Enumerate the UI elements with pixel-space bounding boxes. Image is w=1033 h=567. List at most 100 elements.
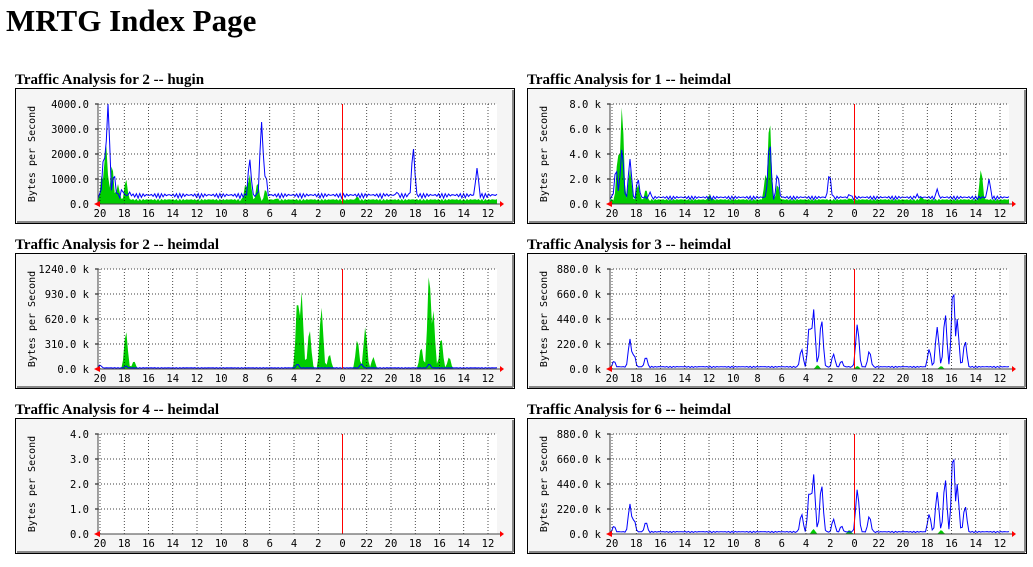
x-tick-label: 20 <box>94 373 107 385</box>
y-axis-label: Bytes per Second <box>27 436 38 532</box>
x-tick-label: 0 <box>339 373 345 385</box>
x-tick-label: 16 <box>945 373 958 385</box>
y-tick-label: 1.0 <box>70 504 89 516</box>
x-tick-label: 14 <box>166 373 179 385</box>
x-tick-label: 12 <box>482 373 495 385</box>
x-tick-label: 14 <box>678 538 691 550</box>
x-tick-label: 2 <box>827 373 833 385</box>
x-tick-label: 16 <box>142 373 155 385</box>
axis-origin-arrow <box>606 531 612 537</box>
x-tick-label: 16 <box>433 208 446 220</box>
x-tick-label: 8 <box>242 373 248 385</box>
x-tick-label: 20 <box>606 538 619 550</box>
x-tick-label: 14 <box>457 538 470 550</box>
y-tick-label: 4000.0 <box>51 99 89 111</box>
x-tick-label: 12 <box>703 373 716 385</box>
x-tick-label: 18 <box>118 373 131 385</box>
y-tick-label: 2.0 k <box>569 174 601 186</box>
traffic-graph-link[interactable]: 4000.0 3000.0 2000.0 1000.0 0.0 20 18 16 14 12 10 8… <box>15 88 515 224</box>
x-tick-label: 12 <box>191 538 204 550</box>
y-tick-label: 4.0 k <box>569 149 601 161</box>
y-tick-label: 440.0 k <box>557 314 602 326</box>
y-tick-label: 620.0 k <box>45 314 90 326</box>
x-tick-label: 22 <box>360 373 373 385</box>
x-tick-label: 14 <box>969 373 982 385</box>
y-tick-label: 220.0 k <box>557 339 602 351</box>
x-tick-label: 18 <box>630 373 643 385</box>
x-tick-label: 10 <box>727 538 740 550</box>
x-tick-label: 18 <box>409 538 422 550</box>
x-tick-label: 6 <box>779 208 785 220</box>
outgoing-traffic-line <box>97 363 498 369</box>
traffic-panel: Traffic Analysis for 4 -- heimdal 4.0 3.0… <box>15 402 515 567</box>
x-tick-label: 18 <box>921 373 934 385</box>
x-tick-label: 18 <box>921 538 934 550</box>
y-tick-label: 220.0 k <box>557 504 602 516</box>
traffic-panel: Traffic Analysis for 3 -- heimdal 880.0 … <box>527 237 1027 402</box>
y-axis-label: Bytes per Second <box>27 106 38 202</box>
x-axis-arrow <box>1012 201 1016 207</box>
x-tick-label: 14 <box>678 373 691 385</box>
x-tick-label: 6 <box>267 208 273 220</box>
x-tick-label: 10 <box>215 373 228 385</box>
y-tick-label: 880.0 k <box>557 264 602 276</box>
y-tick-label: 4.0 <box>70 429 89 441</box>
x-tick-label: 18 <box>118 538 131 550</box>
x-tick-label: 2 <box>827 208 833 220</box>
x-tick-label: 20 <box>385 208 398 220</box>
x-tick-label: 20 <box>897 208 910 220</box>
x-tick-label: 20 <box>385 538 398 550</box>
x-tick-label: 20 <box>897 373 910 385</box>
x-tick-label: 8 <box>754 208 760 220</box>
x-tick-label: 14 <box>457 208 470 220</box>
x-tick-label: 20 <box>897 538 910 550</box>
x-tick-label: 2 <box>315 208 321 220</box>
axis-origin-arrow <box>606 366 612 372</box>
x-tick-label: 10 <box>215 538 228 550</box>
x-tick-label: 0 <box>851 373 857 385</box>
incoming-traffic-area <box>98 277 497 369</box>
x-tick-label: 6 <box>779 373 785 385</box>
y-tick-label: 1000.0 <box>51 174 89 186</box>
outgoing-traffic-line <box>97 103 498 200</box>
traffic-graph-link[interactable]: 1240.0 k 930.0 k 620.0 k 310.0 k 0.0 k 20 18 16… <box>15 253 515 389</box>
axis-origin-arrow <box>94 531 100 537</box>
x-tick-label: 4 <box>803 373 809 385</box>
axis-origin-arrow <box>94 201 100 207</box>
traffic-graph-link[interactable]: 4.0 3.0 2.0 1.0 0.0 20 18 16 14 12 10 8 6 4 2 0 22 20 18 16… <box>15 418 515 554</box>
x-tick-label: 4 <box>291 538 297 550</box>
x-tick-label: 12 <box>994 373 1007 385</box>
x-tick-label: 16 <box>654 373 667 385</box>
y-tick-label: 3.0 <box>70 454 89 466</box>
y-tick-label: 440.0 k <box>557 479 602 491</box>
x-tick-label: 16 <box>654 538 667 550</box>
x-tick-label: 8 <box>242 538 248 550</box>
x-tick-label: 2 <box>827 538 833 550</box>
x-tick-label: 20 <box>606 373 619 385</box>
x-tick-label: 16 <box>945 538 958 550</box>
panel-title: Traffic Analysis for 4 -- heimdal <box>15 402 220 418</box>
x-tick-label: 2 <box>315 373 321 385</box>
y-axis-label: Bytes per Second <box>539 436 550 532</box>
x-tick-label: 4 <box>291 208 297 220</box>
page-title: MRTG Index Page <box>6 3 257 38</box>
axis-origin-arrow <box>606 201 612 207</box>
x-tick-label: 4 <box>803 208 809 220</box>
y-tick-label: 0.0 k <box>569 199 601 211</box>
x-tick-label: 20 <box>606 208 619 220</box>
y-tick-label: 660.0 k <box>557 454 602 466</box>
x-axis-arrow <box>1012 366 1016 372</box>
x-tick-label: 18 <box>921 208 934 220</box>
x-tick-label: 2 <box>315 538 321 550</box>
traffic-graph-link[interactable]: 8.0 k 6.0 k 4.0 k 2.0 k 0.0 k 20 18 16 14 12 10 8 6 4… <box>527 88 1027 224</box>
x-tick-label: 8 <box>754 373 760 385</box>
x-tick-label: 22 <box>872 208 885 220</box>
y-tick-label: 6.0 k <box>569 124 601 136</box>
outgoing-traffic-line <box>609 293 1010 369</box>
traffic-graph-link[interactable]: 880.0 k 660.0 k 440.0 k 220.0 k 0.0 k 20 18 16 1… <box>527 418 1027 554</box>
outgoing-traffic-line <box>609 146 1010 202</box>
x-tick-label: 20 <box>94 538 107 550</box>
x-tick-label: 0 <box>339 538 345 550</box>
traffic-graph-link[interactable]: 880.0 k 660.0 k 440.0 k 220.0 k 0.0 k 20 18 16 1… <box>527 253 1027 389</box>
panel-title: Traffic Analysis for 6 -- heimdal <box>527 402 732 418</box>
